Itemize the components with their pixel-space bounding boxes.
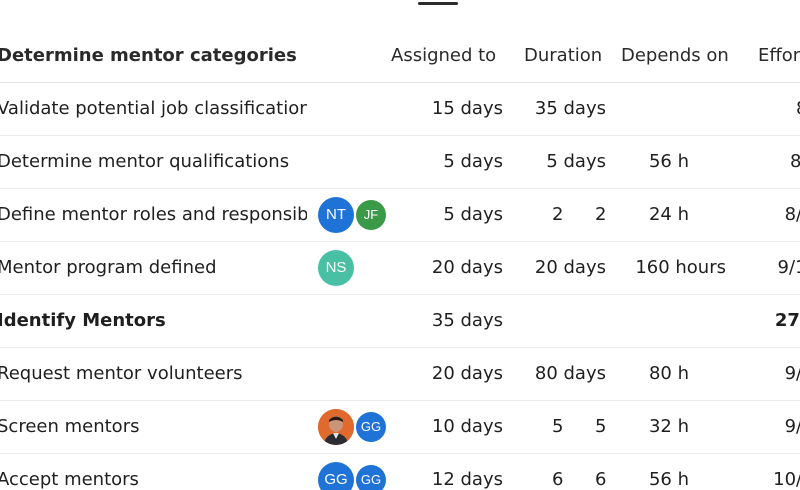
table-row[interactable]: Mentor program defined NS 20 days 20 day… (0, 242, 800, 295)
task-work[interactable]: 2 2 (505, 189, 606, 241)
column-header-effort[interactable]: Effor (758, 45, 800, 66)
avatar[interactable]: GG (356, 465, 386, 490)
task-name[interactable]: Accept mentors (0, 469, 139, 490)
column-header-duration[interactable]: Duration (524, 45, 603, 66)
work-split-value: 2 (552, 204, 564, 225)
task-effort-hours[interactable]: 32 h (648, 416, 689, 437)
task-duration[interactable]: 15 days (431, 98, 503, 119)
task-effort-hours[interactable]: 160 hours (635, 257, 726, 278)
table-row-summary[interactable]: Identify Mentors 35 days 2721 (0, 295, 800, 348)
task-name[interactable]: Identify Mentors (0, 310, 166, 331)
task-date[interactable]: 2721 (774, 310, 800, 331)
task-duration[interactable]: 12 days (431, 469, 503, 490)
task-effort-hours[interactable]: 80 h (648, 363, 689, 384)
grid-header: Determine mentor categories Assigned to … (0, 30, 800, 83)
task-effort-hours[interactable]: 24 h (648, 204, 689, 225)
task-duration[interactable]: 20 days (431, 257, 503, 278)
task-date[interactable]: 8/16 (784, 204, 800, 225)
task-duration[interactable]: 10 days (431, 416, 503, 437)
task-date[interactable]: 9/24 (784, 416, 800, 437)
task-duration[interactable]: 5 days (443, 151, 503, 172)
task-date[interactable]: 9/10 (784, 363, 800, 384)
avatar[interactable]: GG (318, 462, 354, 490)
table-row[interactable]: Determine mentor qualifications 5 days 5… (0, 136, 800, 189)
view-tabs (0, 0, 800, 20)
avatar[interactable]: NS (318, 250, 354, 286)
work-split-value: 5 (595, 416, 607, 437)
task-date[interactable]: 8/9/ (789, 151, 800, 172)
table-row[interactable]: Accept mentors GG GG 12 days 6 6 56 h 10… (0, 454, 800, 490)
task-work[interactable]: 5 days (546, 151, 606, 172)
task-name[interactable]: Determine mentor qualifications (0, 151, 290, 172)
person-photo-icon (318, 409, 354, 445)
task-effort-hours[interactable]: 56 h (648, 151, 689, 172)
task-work[interactable]: 5 5 (505, 401, 606, 453)
task-work[interactable]: 20 days (534, 257, 606, 278)
avatar-photo[interactable] (318, 409, 354, 445)
task-effort-hours[interactable]: 56 h (648, 469, 689, 490)
task-date[interactable]: 8/6 (735, 83, 800, 135)
work-split-value: 6 (552, 469, 564, 490)
column-header-assigned[interactable]: Assigned to (391, 45, 497, 66)
task-duration[interactable]: 35 days (431, 310, 503, 331)
task-name[interactable]: Screen mentors (0, 416, 140, 437)
task-date[interactable]: 10/10 (773, 469, 800, 490)
task-work[interactable]: 6 6 (505, 454, 606, 490)
active-tab-indicator (418, 2, 458, 5)
task-name[interactable]: Mentor program defined (0, 257, 217, 278)
task-grid: Determine mentor categories Assigned to … (0, 30, 800, 490)
task-date[interactable]: 9/13( (777, 257, 800, 278)
task-work[interactable]: 80 days (534, 363, 606, 384)
avatar[interactable]: NT (318, 197, 354, 233)
task-name[interactable]: Validate potential job classifications (0, 98, 307, 119)
task-name[interactable]: Request mentor volunteers (0, 363, 243, 384)
work-split-value: 2 (595, 204, 607, 225)
task-work[interactable]: 35 days (534, 98, 606, 119)
work-split-value: 6 (595, 469, 607, 490)
table-row[interactable]: Define mentor roles and responsibili NT … (0, 189, 800, 242)
column-header-depends[interactable]: Depends on (621, 45, 729, 66)
table-row[interactable]: Screen mentors GG 10 days 5 5 3 (0, 401, 800, 454)
table-row[interactable]: Request mentor volunteers 20 days 80 day… (0, 348, 800, 401)
task-duration[interactable]: 20 days (431, 363, 503, 384)
task-effort-hours[interactable] (606, 83, 726, 135)
avatar[interactable]: GG (356, 412, 386, 442)
table-row[interactable]: Validate potential job classifications 1… (0, 83, 800, 136)
work-split-value: 5 (552, 416, 564, 437)
avatar[interactable]: JF (356, 200, 386, 230)
column-header-name[interactable]: Determine mentor categories (0, 45, 297, 66)
task-duration[interactable]: 5 days (443, 204, 503, 225)
task-name[interactable]: Define mentor roles and responsibili (0, 204, 307, 225)
